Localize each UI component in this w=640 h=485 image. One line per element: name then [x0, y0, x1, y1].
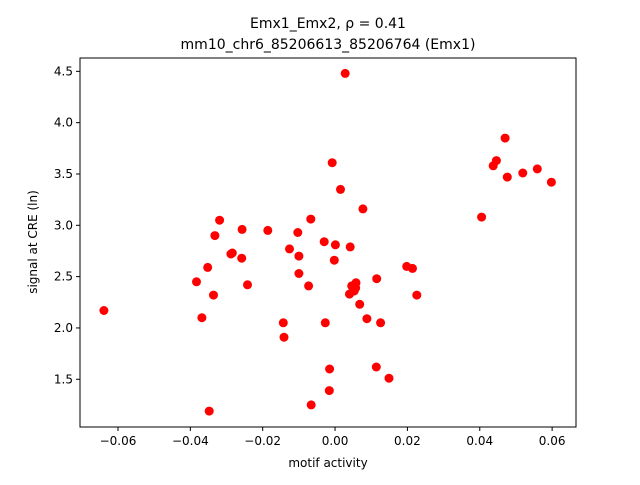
data-point — [320, 318, 330, 328]
x-tick-label: 0.06 — [539, 434, 566, 448]
x-tick-label: −0.02 — [244, 434, 281, 448]
data-point — [502, 172, 512, 182]
data-point — [376, 318, 386, 328]
y-tick-label: 4.5 — [54, 64, 73, 78]
data-point — [204, 406, 214, 416]
data-point — [546, 177, 556, 187]
data-point — [491, 156, 501, 166]
data-point — [278, 318, 288, 328]
y-axis-ticks: 1.5 2.0 2.5 3.0 3.5 4.0 4.5 — [54, 64, 80, 386]
data-point — [237, 253, 247, 263]
data-point — [203, 262, 213, 272]
data-point — [294, 269, 304, 278]
data-point — [319, 237, 329, 247]
data-point — [329, 255, 339, 265]
x-tick-label: 0.00 — [322, 434, 349, 448]
data-point — [345, 242, 355, 252]
data-point — [304, 281, 314, 291]
data-point — [532, 164, 542, 174]
data-point — [99, 306, 109, 315]
data-point — [324, 386, 334, 396]
data-point — [263, 225, 273, 235]
data-point — [336, 184, 345, 194]
data-point — [362, 314, 372, 324]
data-point — [384, 373, 394, 383]
data-point — [306, 400, 316, 410]
data-point — [285, 244, 294, 254]
x-tick-label: −0.04 — [172, 434, 209, 448]
y-tick-label: 2.0 — [54, 321, 73, 335]
data-point — [243, 280, 252, 290]
data-point — [371, 362, 381, 372]
x-axis-label: motif activity — [288, 456, 367, 470]
chart-title: Emx1_Emx2, ρ = 0.41 — [250, 16, 406, 32]
data-point — [197, 313, 207, 323]
data-point — [351, 278, 361, 288]
data-point — [306, 214, 316, 224]
data-points — [99, 68, 556, 416]
data-point — [237, 224, 247, 234]
data-point — [294, 251, 304, 261]
data-point — [215, 215, 225, 225]
data-point — [340, 68, 350, 78]
y-axis-label: signal at CRE (ln) — [26, 190, 40, 294]
x-tick-label: 0.02 — [394, 434, 421, 448]
data-point — [518, 168, 528, 178]
data-point — [408, 263, 417, 273]
data-point — [279, 332, 289, 342]
y-tick-label: 3.5 — [54, 167, 73, 181]
x-axis-ticks: −0.06 −0.04 −0.02 0.00 0.02 0.04 0.06 — [100, 427, 566, 448]
data-point — [355, 299, 365, 309]
data-point — [412, 290, 422, 300]
data-point — [209, 290, 218, 300]
data-point — [192, 277, 201, 287]
data-point — [372, 274, 382, 284]
y-tick-label: 2.5 — [54, 270, 73, 284]
data-point — [358, 204, 368, 214]
y-tick-label: 4.0 — [54, 116, 73, 130]
data-point — [330, 240, 340, 250]
data-point — [327, 158, 337, 168]
data-point — [210, 231, 220, 241]
y-tick-label: 1.5 — [54, 372, 73, 386]
data-point — [293, 228, 303, 237]
data-point — [227, 248, 237, 258]
chart-subtitle: mm10_chr6_85206613_85206764 (Emx1) — [181, 37, 476, 53]
data-point — [477, 212, 487, 222]
data-point — [325, 364, 335, 374]
data-point — [500, 133, 510, 143]
plot-frame — [79, 57, 577, 428]
y-tick-label: 3.0 — [54, 218, 73, 232]
x-tick-label: −0.06 — [100, 434, 137, 448]
x-tick-label: 0.04 — [466, 434, 493, 448]
